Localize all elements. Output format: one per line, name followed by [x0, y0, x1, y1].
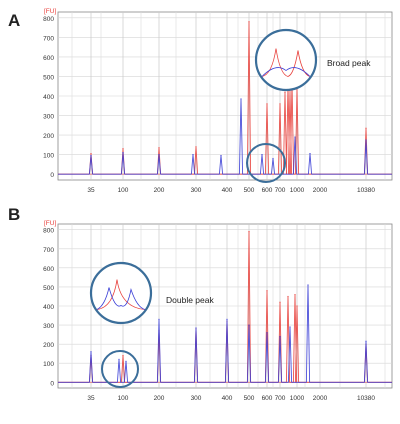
ytick-label: 700	[43, 247, 54, 254]
peak-mark	[279, 103, 281, 105]
peak-mark	[294, 293, 296, 296]
peak-mark	[266, 290, 268, 292]
peak-mark	[195, 327, 197, 329]
peak-mark	[125, 360, 127, 362]
peak-mark	[226, 318, 228, 320]
peak-mark	[266, 332, 268, 334]
peak-mark	[248, 21, 250, 23]
peak-mark	[122, 354, 124, 357]
ytick-label: 300	[43, 114, 54, 121]
inset-trace	[261, 67, 311, 77]
xtick-label: 100	[118, 187, 129, 194]
unit-label: [FU]	[44, 8, 56, 15]
peak-mark	[220, 154, 222, 157]
xtick-label: 500	[244, 187, 255, 194]
ytick-label: 600	[43, 266, 54, 273]
xtick-label: 1000	[290, 187, 305, 194]
ytick-label: 800	[43, 228, 54, 235]
ytick-label: 0	[50, 380, 54, 387]
ytick-label: 0	[50, 172, 54, 179]
xtick-label: 600	[262, 395, 273, 402]
peak-mark	[118, 358, 120, 360]
xtick-label: 35	[87, 395, 95, 402]
ytick-label: 700	[43, 35, 54, 42]
xtick-label: 500	[244, 395, 255, 402]
xtick-label: 10380	[357, 395, 375, 402]
peak-mark	[365, 340, 367, 342]
peak-mark	[296, 305, 298, 307]
peak-mark	[284, 91, 286, 93]
inset-trace	[261, 48, 311, 77]
xtick-label: 200	[154, 395, 165, 402]
peak-mark	[365, 127, 367, 129]
ytick-label: 300	[43, 323, 54, 330]
xtick-label: 700	[275, 395, 286, 402]
peak-mark	[287, 295, 289, 298]
zoom-inset-circle	[254, 28, 318, 92]
xtick-label: 35	[87, 187, 95, 194]
peak-mark	[294, 136, 296, 138]
xtick-label: 700	[275, 187, 286, 194]
peak-mark	[240, 98, 242, 100]
ytick-label: 200	[43, 342, 54, 349]
peak-mark	[122, 152, 124, 154]
xtick-label: 300	[191, 395, 202, 402]
annotation-label: Double peak	[166, 295, 214, 305]
peak-mark	[248, 231, 250, 233]
xtick-label: 2000	[313, 187, 328, 194]
peak-mark	[266, 103, 268, 105]
ytick-label: 400	[43, 304, 54, 311]
peak-mark	[365, 139, 367, 141]
xtick-label: 2000	[313, 395, 328, 402]
ytick-label: 400	[43, 94, 54, 101]
peak-mark	[279, 301, 281, 303]
inset-trace	[96, 279, 146, 310]
peak-mark	[289, 326, 291, 328]
xtick-label: 10380	[357, 187, 375, 194]
xtick-label: 200	[154, 187, 165, 194]
xtick-label: 400	[222, 395, 233, 402]
annotation-label: Broad peak	[327, 58, 371, 68]
ytick-label: 100	[43, 361, 54, 368]
highlight-circle	[246, 143, 286, 183]
peak-mark	[307, 284, 309, 286]
peak-mark	[90, 154, 92, 157]
peak-mark	[192, 154, 194, 156]
peak-mark	[309, 153, 311, 155]
xtick-label: 400	[222, 187, 233, 194]
ytick-label: 500	[43, 74, 54, 81]
inset-trace	[96, 287, 146, 310]
ytick-label: 600	[43, 55, 54, 62]
peak-mark	[261, 154, 263, 156]
peak-mark	[90, 351, 92, 353]
xtick-label: 1000	[290, 395, 305, 402]
ytick-label: 200	[43, 133, 54, 140]
panel-letter: B	[8, 205, 20, 224]
xtick-label: 100	[118, 395, 129, 402]
peak-mark	[158, 318, 160, 320]
series-trace	[58, 284, 392, 383]
ytick-label: 800	[43, 16, 54, 23]
peak-mark	[248, 324, 250, 326]
highlight-circle	[101, 350, 139, 388]
peak-mark	[158, 154, 160, 156]
xtick-label: 300	[191, 187, 202, 194]
unit-label: [FU]	[44, 220, 56, 227]
panel-letter: A	[8, 11, 20, 30]
xtick-label: 600	[262, 187, 273, 194]
peak-mark	[272, 157, 274, 160]
peak-mark	[122, 148, 124, 150]
peak-mark	[195, 146, 197, 148]
peak-mark	[279, 335, 281, 338]
ytick-label: 100	[43, 153, 54, 160]
peak-mark	[90, 153, 92, 155]
ytick-label: 500	[43, 285, 54, 292]
peak-mark	[158, 147, 160, 149]
